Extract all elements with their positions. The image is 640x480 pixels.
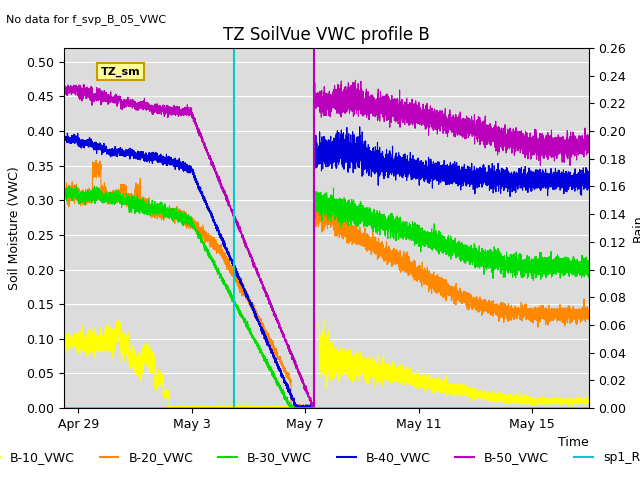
Legend: B-10_VWC, B-20_VWC, B-30_VWC, B-40_VWC, B-50_VWC, sp1_Rain: B-10_VWC, B-20_VWC, B-30_VWC, B-40_VWC, …	[0, 446, 640, 469]
Text: No data for f_svp_B_05_VWC: No data for f_svp_B_05_VWC	[6, 14, 166, 25]
Text: TZ_sm: TZ_sm	[100, 66, 140, 76]
Title: TZ SoilVue VWC profile B: TZ SoilVue VWC profile B	[223, 25, 430, 44]
Y-axis label: Soil Moisture (VWC): Soil Moisture (VWC)	[8, 166, 20, 290]
X-axis label: Time: Time	[558, 436, 589, 449]
Y-axis label: Rain: Rain	[632, 214, 640, 242]
